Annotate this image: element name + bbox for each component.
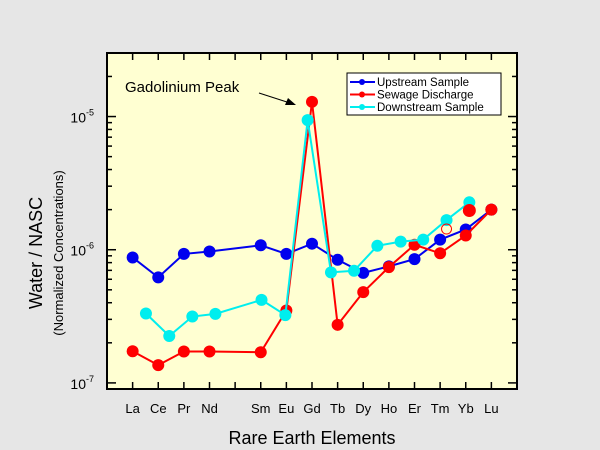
data-point (203, 345, 216, 358)
x-tick-label: Sm (251, 401, 271, 416)
data-point (139, 307, 152, 320)
data-point (279, 309, 292, 322)
data-point (177, 345, 190, 358)
data-point (186, 310, 199, 323)
x-tick-label: Dy (355, 401, 371, 416)
data-point (254, 346, 267, 359)
data-point (209, 307, 222, 320)
x-tick-label: La (125, 401, 140, 416)
data-point (434, 247, 447, 260)
data-point (371, 239, 384, 252)
y-axis-sublabel: (Normalized Concentrations) (51, 170, 66, 335)
legend-item: Upstream Sample (350, 77, 469, 89)
x-tick-label: Yb (458, 401, 474, 416)
data-point (440, 214, 453, 227)
data-point (394, 235, 407, 248)
legend-item: Downstream Sample (350, 102, 484, 114)
x-tick-label: Gd (303, 401, 320, 416)
annotation-arrow (258, 92, 296, 105)
data-point (306, 237, 318, 250)
data-point (408, 238, 421, 251)
x-tick-label: Eu (278, 401, 294, 416)
legend-label: Upstream Sample (377, 77, 469, 89)
data-point (382, 261, 395, 274)
legend-label: Downstream Sample (377, 102, 484, 114)
extra-marker (462, 204, 476, 218)
data-point (357, 266, 370, 279)
data-point (324, 266, 337, 279)
data-point (331, 253, 344, 266)
data-point (301, 114, 314, 127)
legend-item: Sewage Discharge (350, 90, 474, 102)
data-point (126, 345, 139, 358)
data-point (280, 247, 293, 260)
x-tick-label: Pr (177, 401, 191, 416)
legend-swatch-marker (359, 79, 365, 85)
y-tick-label: 10-5 (70, 108, 94, 126)
series-group (126, 95, 498, 372)
x-tick-labels: La Ce Pr Nd Sm Eu Gd Tb Dy Ho Er Tm Yb Lu (125, 401, 498, 416)
data-point (408, 253, 421, 266)
data-point (485, 203, 498, 216)
x-tick-label: Ho (381, 401, 398, 416)
legend-swatch-marker (359, 104, 365, 110)
data-point (254, 239, 267, 252)
axis-ticks (107, 53, 517, 390)
data-point (331, 318, 344, 331)
y-tick-labels: 10-7 10-6 10-5 (70, 108, 94, 392)
x-tick-label: Ce (150, 401, 167, 416)
data-point (255, 293, 268, 306)
y-axis-label: Water / NASC (26, 197, 46, 309)
extra-marker (441, 223, 453, 235)
legend-swatch-marker (359, 91, 365, 98)
legend-label: Sewage Discharge (377, 90, 474, 102)
x-tick-label: Tb (330, 401, 345, 416)
data-point (177, 247, 190, 260)
x-axis-label: Rare Earth Elements (228, 428, 395, 448)
x-tick-label: Nd (201, 401, 218, 416)
x-tick-label: Lu (484, 401, 498, 416)
annotation-text: Gadolinium Peak (125, 79, 240, 96)
data-point (434, 233, 447, 246)
x-tick-label: Tm (431, 401, 450, 416)
data-point (357, 286, 370, 299)
data-point (203, 245, 216, 258)
data-point (152, 271, 165, 284)
data-point (348, 264, 361, 277)
data-point (306, 95, 318, 108)
data-point (417, 233, 430, 246)
y-tick-label: 10-6 (70, 241, 94, 259)
y-tick-label: 10-7 (70, 374, 94, 392)
x-tick-label: Er (408, 401, 422, 416)
series-downstream-sample (139, 114, 476, 343)
data-point (126, 251, 139, 264)
data-point (152, 359, 165, 372)
data-point (459, 229, 472, 242)
data-point (163, 330, 176, 343)
